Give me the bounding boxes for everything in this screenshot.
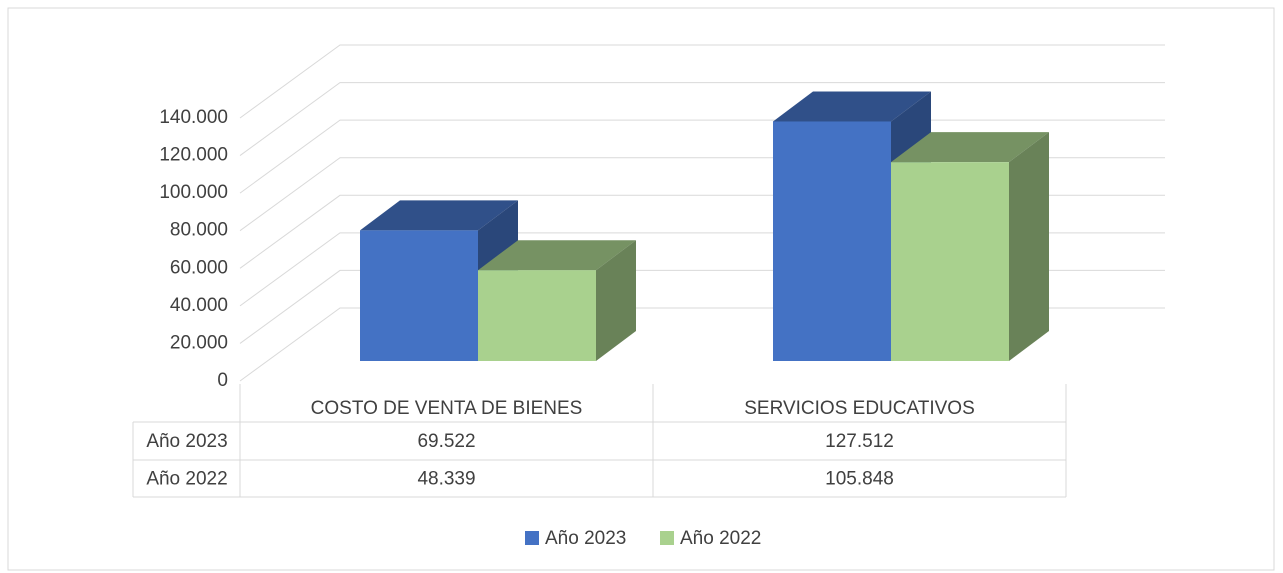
table-value: 48.339 xyxy=(417,469,475,490)
bar-top xyxy=(891,132,1049,163)
chart-border xyxy=(7,7,1275,571)
x-tick-label: SERVICIOS EDUCATIVOS xyxy=(744,398,975,419)
y-tick-label: 100.000 xyxy=(159,182,228,203)
legend-label: Año 2022 xyxy=(680,528,761,549)
bar-side xyxy=(1009,132,1049,361)
bar xyxy=(360,230,478,361)
grid-line xyxy=(239,82,1165,156)
bar xyxy=(773,121,891,362)
x-tick-label: COSTO DE VENTA DE BIENES xyxy=(311,398,583,419)
bar-top xyxy=(773,91,931,122)
bar-top xyxy=(360,200,518,231)
table-row-label: Año 2022 xyxy=(146,469,227,490)
grid-line xyxy=(239,44,1165,119)
y-tick-label: 20.000 xyxy=(170,332,228,353)
bar-side xyxy=(596,240,636,361)
table-value: 69.522 xyxy=(417,431,475,452)
y-tick-label: 60.000 xyxy=(170,257,228,278)
bar-top xyxy=(478,240,636,271)
bar xyxy=(891,162,1009,361)
legend-label: Año 2023 xyxy=(545,528,626,549)
legend-swatch xyxy=(525,531,539,545)
bar xyxy=(478,270,596,361)
y-tick-label: 80.000 xyxy=(170,220,228,241)
y-tick-label: 120.000 xyxy=(159,145,228,166)
y-tick-label: 40.000 xyxy=(170,295,228,316)
table-value: 105.848 xyxy=(825,469,894,490)
table-value: 127.512 xyxy=(825,431,894,452)
y-tick-label: 0 xyxy=(217,370,228,391)
y-tick-label: 140.000 xyxy=(159,107,228,128)
table-row-label: Año 2023 xyxy=(146,431,227,452)
legend-swatch xyxy=(660,531,674,545)
